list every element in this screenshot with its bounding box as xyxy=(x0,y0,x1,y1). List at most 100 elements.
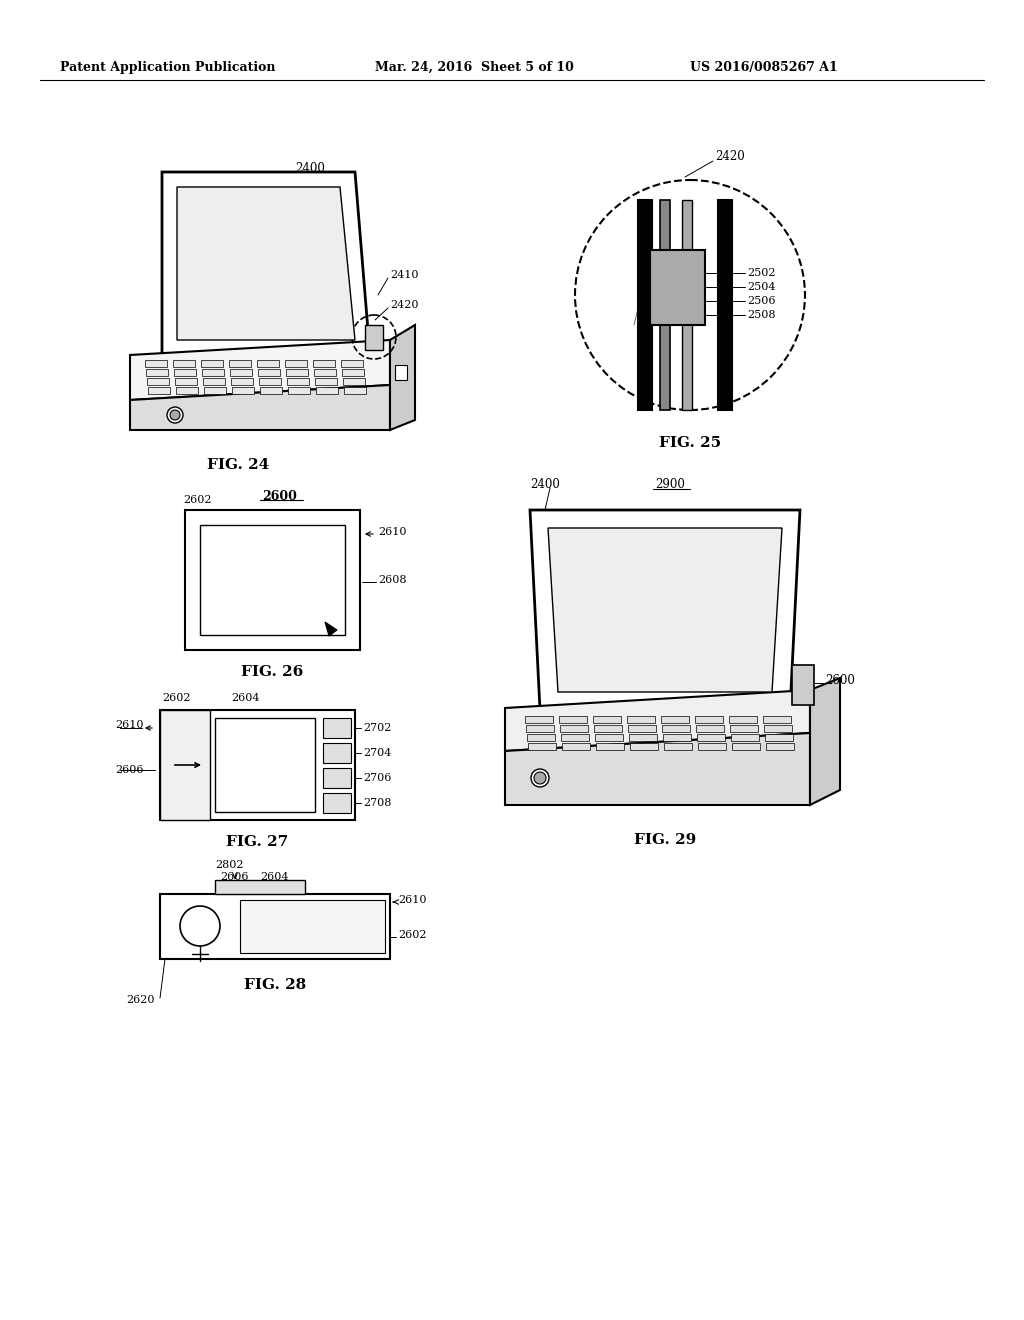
Text: 2802: 2802 xyxy=(215,861,244,870)
Bar xyxy=(561,734,589,741)
Bar xyxy=(146,370,168,376)
Text: FIG. 25: FIG. 25 xyxy=(658,436,721,450)
Text: 2410: 2410 xyxy=(390,271,419,280)
Bar xyxy=(343,378,365,385)
Text: 2606: 2606 xyxy=(115,766,143,775)
Bar xyxy=(528,743,556,750)
Bar xyxy=(203,378,225,385)
Polygon shape xyxy=(810,678,840,805)
Text: 2608: 2608 xyxy=(378,576,407,585)
Text: 2704: 2704 xyxy=(362,748,391,758)
Bar xyxy=(662,725,690,733)
Bar xyxy=(342,370,364,376)
Text: 2610: 2610 xyxy=(378,527,407,537)
Bar xyxy=(560,725,588,733)
Text: 2708: 2708 xyxy=(362,799,391,808)
Text: 2604: 2604 xyxy=(230,693,259,704)
Text: 2900: 2900 xyxy=(655,479,685,491)
Circle shape xyxy=(534,772,546,784)
Bar xyxy=(174,370,196,376)
Bar xyxy=(201,360,223,367)
Bar xyxy=(148,387,170,393)
Text: 2504: 2504 xyxy=(746,282,775,292)
Bar xyxy=(365,325,383,350)
Bar xyxy=(731,734,759,741)
Bar xyxy=(160,710,355,820)
Bar xyxy=(145,360,167,367)
Text: 2400: 2400 xyxy=(295,161,325,174)
Polygon shape xyxy=(505,690,810,751)
Bar xyxy=(285,360,307,367)
Circle shape xyxy=(531,770,549,787)
Bar xyxy=(763,715,791,723)
Text: 2508: 2508 xyxy=(746,310,775,319)
Polygon shape xyxy=(162,172,370,355)
Bar xyxy=(315,378,337,385)
Bar xyxy=(732,743,760,750)
Text: 2400: 2400 xyxy=(530,479,560,491)
Bar xyxy=(259,378,281,385)
Text: 2502: 2502 xyxy=(746,268,775,279)
Bar xyxy=(231,378,253,385)
Bar xyxy=(628,725,656,733)
Bar xyxy=(695,715,723,723)
Bar xyxy=(314,370,336,376)
Polygon shape xyxy=(130,385,390,430)
Text: 2602: 2602 xyxy=(398,931,427,940)
Bar xyxy=(160,894,390,960)
Bar xyxy=(176,387,198,393)
Text: 2606: 2606 xyxy=(220,873,249,882)
Text: 2420: 2420 xyxy=(715,150,744,164)
Text: 2602: 2602 xyxy=(162,693,190,704)
Bar xyxy=(230,370,252,376)
Bar xyxy=(527,734,555,741)
Polygon shape xyxy=(130,341,390,400)
Bar xyxy=(215,718,315,812)
Bar xyxy=(595,734,623,741)
Text: 2420: 2420 xyxy=(390,300,419,310)
Bar xyxy=(627,715,655,723)
Circle shape xyxy=(167,407,183,422)
Text: 2600: 2600 xyxy=(262,491,297,503)
Bar xyxy=(147,378,169,385)
Bar xyxy=(594,725,622,733)
Bar xyxy=(395,366,407,380)
Bar xyxy=(525,715,553,723)
Bar xyxy=(660,201,670,411)
Bar xyxy=(696,725,724,733)
Text: 2706: 2706 xyxy=(362,774,391,783)
Text: 2610: 2610 xyxy=(398,895,427,906)
Bar xyxy=(638,201,652,411)
Bar xyxy=(526,725,554,733)
Bar xyxy=(682,201,692,411)
Bar xyxy=(232,387,254,393)
Bar xyxy=(323,743,351,763)
Text: 2610: 2610 xyxy=(115,719,143,730)
Bar xyxy=(596,743,624,750)
Bar xyxy=(765,734,793,741)
Polygon shape xyxy=(505,733,810,805)
Bar xyxy=(258,370,280,376)
Bar xyxy=(730,725,758,733)
Bar xyxy=(766,743,794,750)
Bar xyxy=(697,734,725,741)
Bar xyxy=(204,387,226,393)
Bar xyxy=(200,525,345,635)
Bar xyxy=(729,715,757,723)
Text: 2604: 2604 xyxy=(260,873,289,882)
Text: 2602: 2602 xyxy=(183,495,212,506)
Circle shape xyxy=(170,411,180,420)
Bar xyxy=(630,743,658,750)
Polygon shape xyxy=(548,528,782,692)
Text: Patent Application Publication: Patent Application Publication xyxy=(60,61,275,74)
Bar xyxy=(663,734,691,741)
Bar xyxy=(341,360,362,367)
Bar xyxy=(316,387,338,393)
Bar xyxy=(593,715,621,723)
Bar xyxy=(344,387,366,393)
Bar xyxy=(562,743,590,750)
Bar xyxy=(792,665,814,705)
Polygon shape xyxy=(325,622,337,636)
Bar xyxy=(229,360,251,367)
Bar xyxy=(718,201,732,411)
